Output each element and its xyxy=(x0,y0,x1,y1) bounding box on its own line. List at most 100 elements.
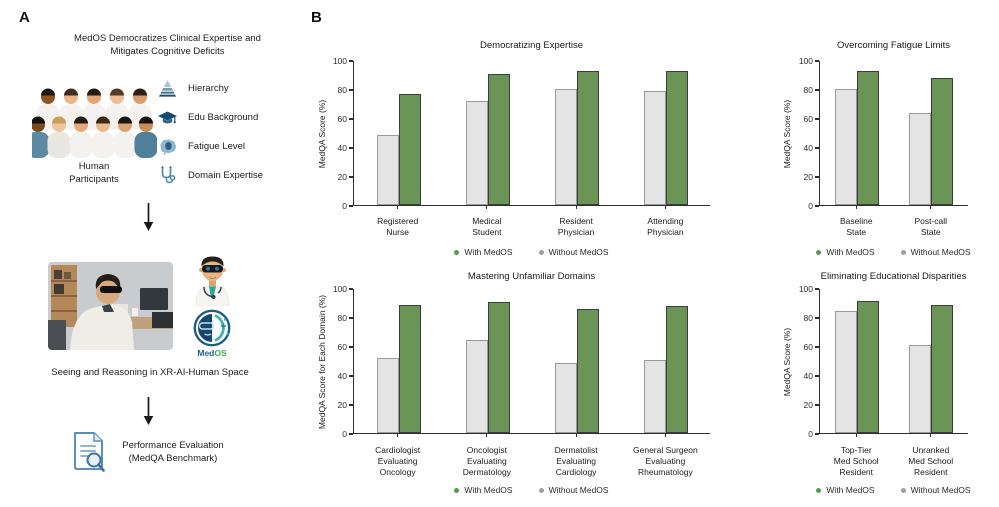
y-tick-mark xyxy=(815,404,819,406)
y-tick-label: 100 xyxy=(798,55,813,66)
legend-item: With MedOS xyxy=(454,485,513,495)
bar-with-medos xyxy=(487,302,510,433)
chart-title: Overcoming Fatigue Limits xyxy=(837,40,950,51)
y-tick-mark xyxy=(349,288,353,290)
y-tick-mark xyxy=(349,176,353,178)
bar-with-medos xyxy=(487,74,510,205)
legend-item: With MedOS xyxy=(816,485,875,495)
bar-without-medos xyxy=(643,91,666,205)
bar-group xyxy=(835,71,879,205)
y-tick-mark xyxy=(815,118,819,120)
y-tick-mark xyxy=(815,375,819,377)
legend-item: Without MedOS xyxy=(538,485,609,495)
legend-label: With MedOS xyxy=(464,247,513,257)
chart-mastering-unfamiliar-domains: Mastering Unfamiliar Domains MedQA Score … xyxy=(317,266,720,506)
y-axis-label: MedQA Score (%) xyxy=(782,99,792,168)
y-tick-label: 100 xyxy=(332,283,347,294)
medos-logo-icon xyxy=(193,309,231,347)
panel-a-label: A xyxy=(19,9,30,26)
x-category-label: General Surgeon Evaluating Rheumatology xyxy=(633,445,698,478)
bar-without-medos xyxy=(835,88,857,205)
with-medos-dot xyxy=(816,487,822,493)
legend-label: With MedOS xyxy=(826,485,875,495)
bar-group xyxy=(909,305,953,433)
x-tick-mark xyxy=(930,434,932,437)
plot-area xyxy=(819,61,968,206)
bar-without-medos xyxy=(835,310,857,433)
evaluation-caption: Performance Evaluation (MedQA Benchmark) xyxy=(122,440,224,464)
bar-without-medos xyxy=(376,134,399,205)
bar-with-medos xyxy=(576,309,599,433)
chart-eliminating-educational-disparities: Eliminating Educational Disparities MedQA… xyxy=(760,266,999,506)
y-tick-label: 80 xyxy=(803,84,813,95)
bar-with-medos xyxy=(398,94,421,205)
y-tick-mark xyxy=(349,60,353,62)
y-tick-mark xyxy=(349,147,353,149)
x-category-label: Resident Physician xyxy=(557,216,595,238)
x-category-label: Registered Nurse xyxy=(377,216,419,238)
y-tick-mark xyxy=(815,205,819,207)
without-medos-dot xyxy=(538,487,544,493)
bars xyxy=(820,289,968,433)
bar-without-medos xyxy=(465,101,488,205)
y-tick-mark xyxy=(815,288,819,290)
y-tick-label: 80 xyxy=(803,312,813,323)
y-tick-label: 0 xyxy=(342,200,347,211)
without-medos-dot xyxy=(900,487,906,493)
factor-label: Domain Expertise xyxy=(188,170,263,181)
panel-b-label: B xyxy=(311,9,322,26)
x-tick-mark xyxy=(664,434,666,437)
x-tick-mark xyxy=(575,434,577,437)
bar-group xyxy=(835,300,879,433)
chart-overcoming-fatigue-limits: Overcoming Fatigue Limits MedQA Score (%)… xyxy=(760,36,999,276)
down-arrow-icon xyxy=(143,203,154,231)
y-tick-mark xyxy=(815,317,819,319)
bar-with-medos xyxy=(931,305,953,433)
bar-with-medos xyxy=(576,71,599,205)
bar-group xyxy=(909,78,953,205)
x-tick-mark xyxy=(855,434,857,437)
graduation-cap-icon xyxy=(158,111,177,124)
bar-without-medos xyxy=(554,362,577,433)
chart-title: Eliminating Educational Disparities xyxy=(820,271,967,282)
y-tick-mark xyxy=(349,118,353,120)
factor-row-fatigue-level: Fatigue Level xyxy=(157,136,263,157)
x-tick-mark xyxy=(855,206,857,209)
doctor-avatar-icon xyxy=(195,256,230,306)
y-tick-mark xyxy=(349,404,353,406)
bar-with-medos xyxy=(857,71,879,205)
legend-item: Without MedOS xyxy=(900,247,971,257)
stethoscope-icon xyxy=(161,166,176,184)
y-tick-label: 40 xyxy=(337,370,347,381)
factor-label: Hierarchy xyxy=(188,83,229,94)
medos-logo-text: MedOS xyxy=(186,348,238,358)
bar-with-medos xyxy=(665,306,688,433)
bar-without-medos xyxy=(376,358,399,433)
y-tick-mark xyxy=(349,433,353,435)
xr-session-photo-graphic xyxy=(48,262,173,350)
chart-title: Democratizing Expertise xyxy=(480,40,583,51)
bars xyxy=(354,289,710,433)
y-tick-label: 20 xyxy=(337,399,347,410)
y-tick-mark xyxy=(349,317,353,319)
y-axis-label: MedQA Score (%) xyxy=(317,99,327,168)
x-axis-labels: Registered Nurse Medical Student Resident … xyxy=(353,216,710,238)
bar-with-medos xyxy=(398,305,421,433)
legend: With MedOS Without MedOS xyxy=(313,485,750,495)
without-medos-dot xyxy=(538,249,544,255)
legend-item: With MedOS xyxy=(816,247,875,257)
y-tick-mark xyxy=(349,346,353,348)
x-tick-mark xyxy=(486,434,488,437)
chart-title: Mastering Unfamiliar Domains xyxy=(467,271,596,282)
chart-democratizing-expertise: Democratizing Expertise MedQA Score (%) 0 2… xyxy=(317,36,720,276)
with-medos-dot xyxy=(454,487,460,493)
x-tick-mark xyxy=(575,206,577,209)
bar-group xyxy=(465,74,510,205)
x-tick-mark xyxy=(397,206,399,209)
legend: With MedOS Without MedOS xyxy=(779,485,999,495)
plot-area xyxy=(819,289,968,434)
x-category-label: Medical Student xyxy=(472,216,502,238)
bars xyxy=(820,61,968,205)
bar-group xyxy=(554,71,599,205)
